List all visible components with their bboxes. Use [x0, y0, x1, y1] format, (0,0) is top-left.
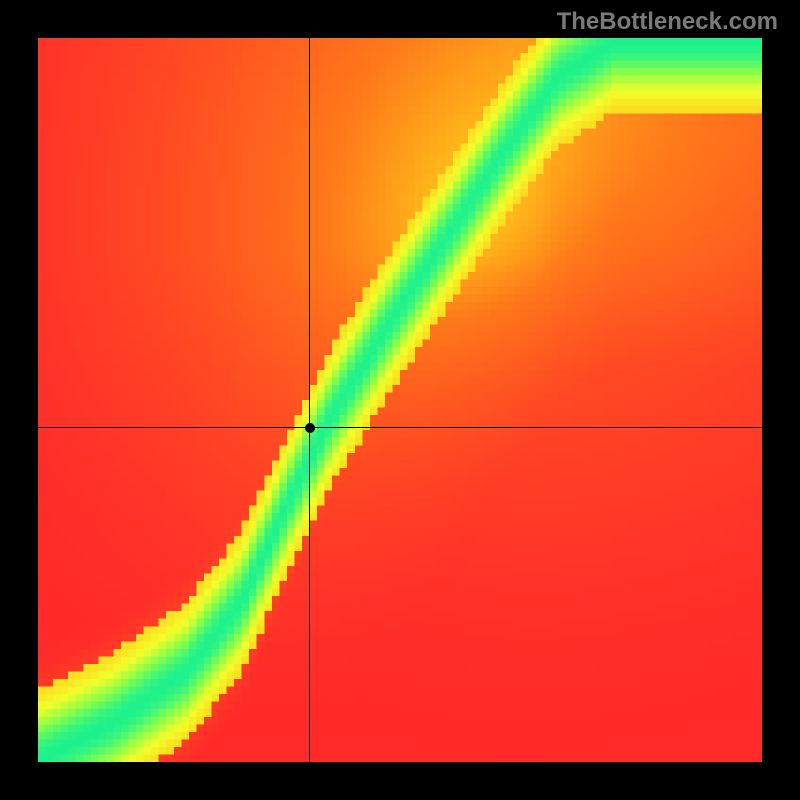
- heatmap-plot-area: [38, 38, 762, 762]
- bottleneck-heatmap: [38, 38, 762, 762]
- crosshair-vertical-line: [309, 38, 311, 762]
- watermark-text: TheBottleneck.com: [557, 8, 778, 36]
- crosshair-horizontal-line: [38, 427, 762, 429]
- crosshair-selected-point: [305, 423, 315, 433]
